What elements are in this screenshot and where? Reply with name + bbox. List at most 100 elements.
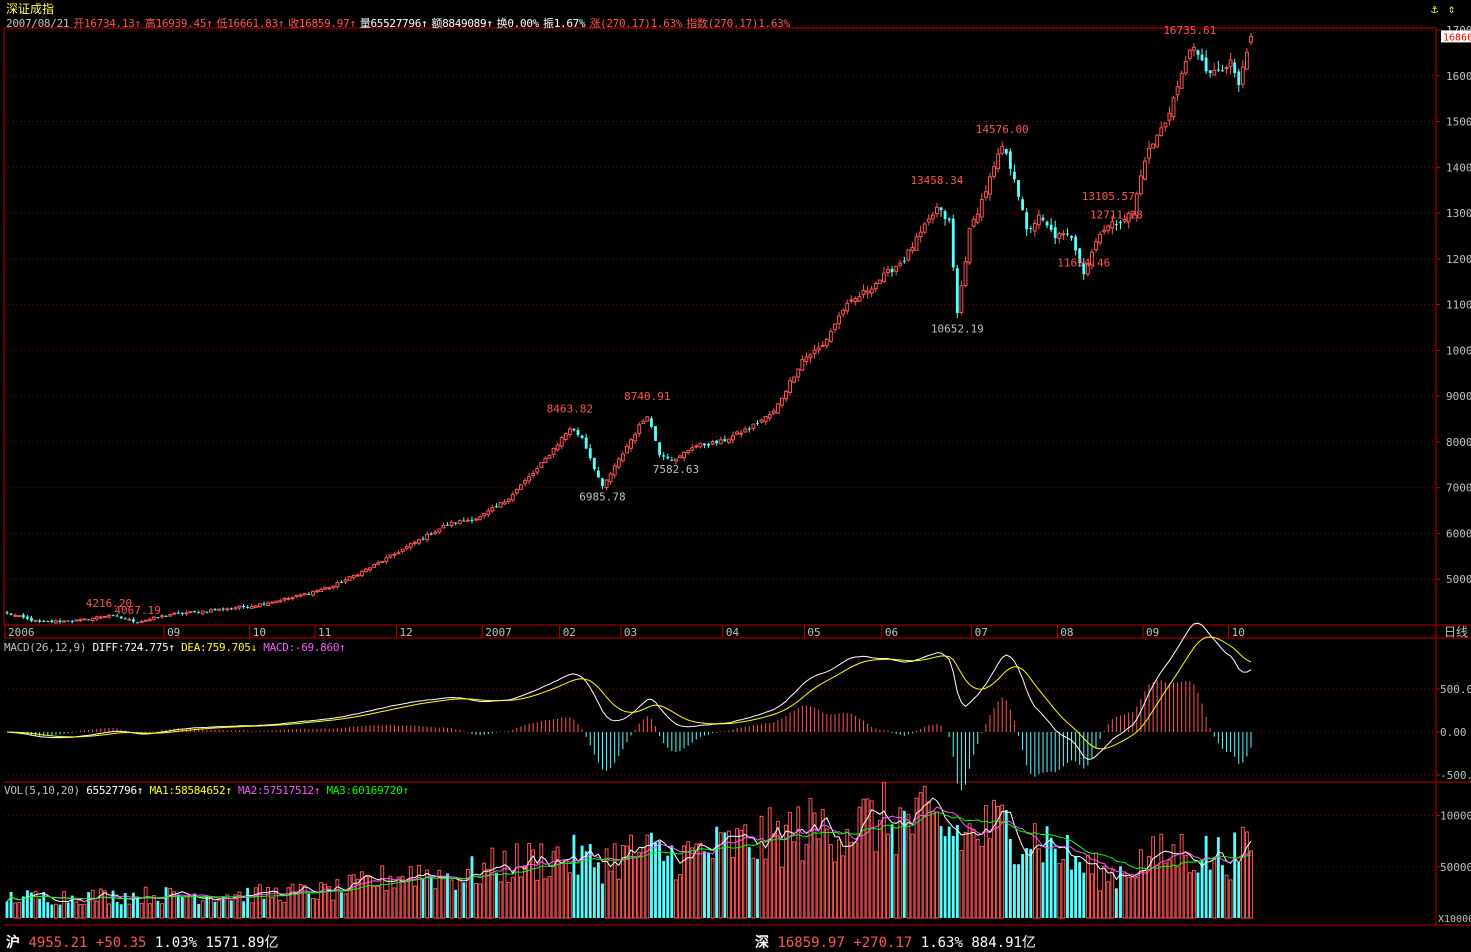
volume-bar: [641, 847, 646, 919]
period-label: 日线: [1444, 625, 1468, 639]
volume-bar: [588, 843, 592, 918]
candle-body: [527, 476, 531, 482]
date-tick-label: 07: [975, 626, 988, 639]
volume-bar: [506, 882, 511, 919]
volume-bar: [351, 874, 356, 919]
candle-body: [926, 218, 931, 223]
candle-body: [1114, 224, 1118, 226]
volume-bar: [229, 900, 233, 918]
volume-bar: [975, 838, 980, 919]
candle-body: [510, 493, 515, 501]
candle-body: [1126, 212, 1131, 223]
macd-legend[interactable]: MACD(26,12,9) DIFF:724.775↑ DEA:759.705↓…: [4, 641, 346, 654]
volume-bar: [763, 858, 768, 919]
volume-bar: [930, 810, 935, 919]
candle-body: [608, 473, 613, 482]
volume-bar: [294, 891, 299, 919]
price-annotation: 16735.61: [1163, 24, 1216, 37]
candle-body: [376, 562, 381, 565]
price-annotation: 13458.34: [910, 174, 963, 187]
volume-bar: [620, 844, 625, 919]
candle-body: [151, 616, 156, 620]
volume-bar: [678, 874, 682, 919]
candle-body: [404, 546, 409, 550]
candle-body: [290, 596, 295, 600]
volume-bar: [94, 900, 99, 919]
candle-body: [682, 452, 686, 459]
volume-bar: [1066, 834, 1069, 918]
sort-icon[interactable]: ⇕: [1448, 2, 1456, 16]
candle-body: [641, 420, 646, 424]
quote-open: 16734.13: [83, 17, 135, 30]
volume-bar: [486, 868, 491, 919]
date-tick-label: 06: [885, 626, 898, 639]
volume-bar: [9, 891, 13, 918]
shanghai-status[interactable]: 沪 4955.21 +50.35 1.03% 1571.89亿: [6, 935, 279, 951]
volume-bar: [1221, 865, 1224, 918]
candle-body: [1013, 171, 1016, 180]
volume-bar: [670, 845, 674, 918]
candle-body: [42, 621, 46, 623]
candle-body: [307, 593, 311, 595]
volume-bar: [1094, 852, 1098, 919]
volume-bar: [286, 887, 291, 919]
volume-bar: [1143, 870, 1147, 919]
volume-bar: [1224, 874, 1229, 919]
candle-body: [74, 619, 79, 622]
volume-bar: [82, 903, 87, 919]
volume-bar: [1000, 804, 1005, 919]
volume-bar: [5, 901, 9, 918]
candle-body: [298, 594, 303, 597]
volume-bar: [1249, 850, 1253, 919]
volume-bar: [474, 882, 478, 919]
volume-bar: [278, 899, 283, 919]
candle-body: [1212, 69, 1217, 76]
price-tick-label: 7000: [1446, 482, 1471, 495]
quote-amount: 8849089: [442, 17, 487, 30]
volume-bar: [205, 895, 209, 918]
candle-body: [849, 299, 854, 302]
anchor-icon[interactable]: ⚓: [1431, 2, 1439, 16]
quote-high: 16939.45: [155, 17, 207, 30]
volume-bar: [274, 887, 279, 919]
volume-bar: [926, 801, 931, 919]
volume-bar: [1004, 810, 1008, 918]
volume-bar: [188, 895, 193, 919]
volume-bar: [715, 826, 719, 918]
volume-bar: [310, 897, 315, 919]
volume-bar: [869, 800, 874, 919]
date-tick-label: 11: [318, 626, 331, 639]
volume-bar: [1159, 833, 1164, 919]
current-price-tag: 16860: [1443, 32, 1471, 43]
candle-body: [963, 261, 968, 286]
volume-bar: [242, 901, 245, 918]
candle-body: [470, 519, 474, 521]
candle-body: [502, 501, 507, 505]
volume-bar: [890, 824, 894, 918]
volume-bar: [340, 892, 343, 918]
volume-bar: [849, 841, 854, 919]
volume-bar: [13, 902, 18, 919]
candle-body: [518, 484, 523, 490]
candle-body: [1070, 236, 1073, 238]
volume-bar: [654, 842, 657, 918]
candle-body: [1196, 50, 1200, 55]
volume-bar: [784, 824, 788, 919]
volume-bar: [1200, 859, 1204, 918]
volume-bar: [66, 902, 70, 918]
volume-bar: [1216, 837, 1220, 918]
candle-body: [710, 441, 715, 445]
candle-body: [486, 510, 491, 515]
volume-bar: [1074, 856, 1078, 918]
shenzhen-status[interactable]: 深 16859.97 +270.17 1.63% 884.91亿: [755, 935, 1036, 951]
volume-bar: [551, 851, 556, 919]
candle-body: [1240, 66, 1245, 85]
candle-body: [474, 518, 478, 521]
candle-body: [930, 214, 935, 220]
candle-body: [498, 502, 503, 508]
volume-legend[interactable]: VOL(5,10,20) 65527796↑ MA1:58584652↑ MA2…: [4, 784, 409, 797]
candle-body: [747, 428, 751, 430]
volume-bar: [502, 850, 507, 919]
candle-body: [205, 611, 209, 613]
